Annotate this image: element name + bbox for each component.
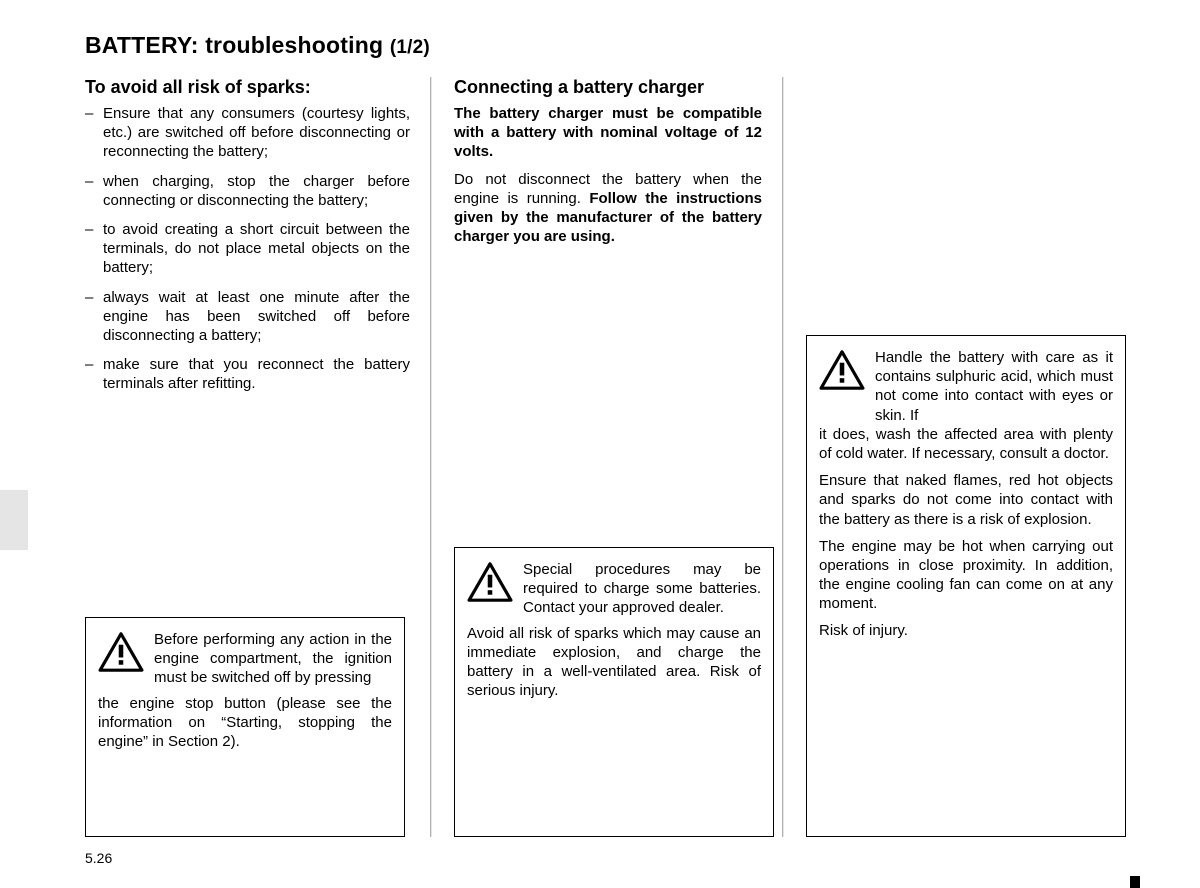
- corner-crop-mark: [1130, 876, 1140, 888]
- column-1: To avoid all risk of sparks: Ensure that…: [85, 77, 430, 837]
- warning-icon: [819, 350, 865, 390]
- warning-head: Before performing any action in the engi…: [98, 630, 392, 688]
- column-3: Handle the battery with care as it conta…: [784, 77, 1134, 837]
- list-item: make sure that you reconnect the battery…: [85, 355, 410, 393]
- col2-subtitle: Connecting a battery charger: [454, 77, 762, 98]
- page-number: 5.26: [85, 850, 112, 866]
- warning-text-rest: the engine stop button (please see the i…: [98, 694, 392, 752]
- warning-text-p2: Ensure that naked flames, red hot object…: [819, 471, 1113, 529]
- warning-text-cont: it does, wash the affected area with ple…: [819, 425, 1113, 463]
- warning-icon: [467, 562, 513, 602]
- warning-text-first: Before performing any action in the engi…: [154, 630, 392, 688]
- list-item: Ensure that any consumers (courtesy ligh…: [85, 104, 410, 162]
- col1-subtitle: To avoid all risk of sparks:: [85, 77, 410, 98]
- warning-text-p2: Avoid all risk of sparks which may cause…: [467, 624, 761, 701]
- warning-text-p4: Risk of injury.: [819, 621, 1113, 640]
- col1-bullet-list: Ensure that any consumers (courtesy ligh…: [85, 104, 410, 393]
- title-main: BATTERY: troubleshooting: [85, 32, 390, 58]
- column-layout: To avoid all risk of sparks: Ensure that…: [60, 77, 1140, 837]
- column-2: Connecting a battery charger The battery…: [432, 77, 782, 837]
- left-margin-artifact: [0, 490, 28, 550]
- warning-text-first: Special procedures may be required to ch…: [523, 560, 761, 618]
- manual-page: BATTERY: troubleshooting (1/2) To avoid …: [0, 0, 1200, 888]
- title-sub: (1/2): [390, 37, 430, 58]
- warning-icon: [98, 632, 144, 672]
- warning-box-2: Special procedures may be required to ch…: [454, 547, 774, 837]
- col2-para: Do not disconnect the battery when the e…: [454, 170, 762, 247]
- col2-bold-para: The battery charger must be compatible w…: [454, 104, 762, 162]
- warning-box-1: Before performing any action in the engi…: [85, 617, 405, 837]
- warning-head: Special procedures may be required to ch…: [467, 560, 761, 618]
- list-item: when charging, stop the charger before c…: [85, 172, 410, 210]
- list-item: to avoid creating a short circuit betwee…: [85, 220, 410, 278]
- warning-head: Handle the battery with care as it conta…: [819, 348, 1113, 425]
- page-title: BATTERY: troubleshooting (1/2): [85, 32, 1140, 59]
- list-item: always wait at least one minute after th…: [85, 288, 410, 346]
- warning-box-3: Handle the battery with care as it conta…: [806, 335, 1126, 837]
- warning-text-p3: The engine may be hot when carrying out …: [819, 537, 1113, 614]
- warning-text-first: Handle the battery with care as it conta…: [875, 348, 1113, 425]
